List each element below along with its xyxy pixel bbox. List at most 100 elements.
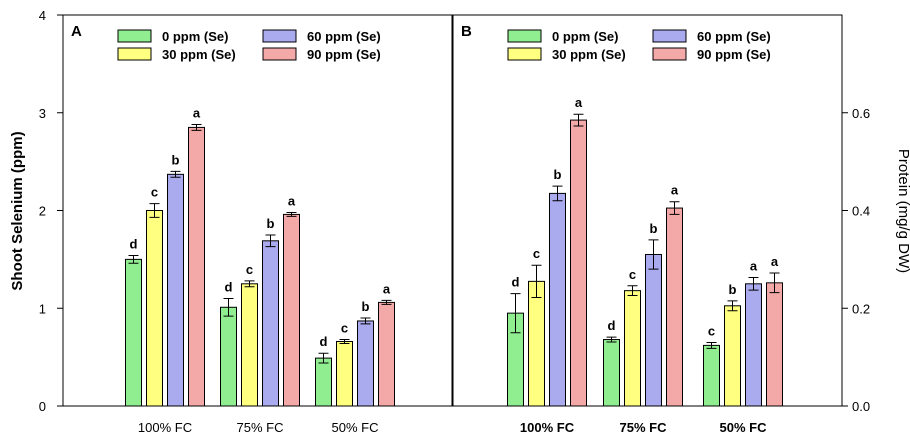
panel-b-bar xyxy=(666,207,683,407)
panel-a-bar xyxy=(220,306,237,407)
panel-a-bar xyxy=(188,126,205,407)
panel-a-bar xyxy=(315,357,332,407)
panel-a-ytick-label: 4 xyxy=(39,8,46,23)
panel-a-error-bar xyxy=(170,170,181,178)
panel-b-error-bar xyxy=(748,276,759,291)
panel-a-error-bar xyxy=(244,280,255,288)
panel-a-significance-letter: b xyxy=(362,299,370,314)
panel-a-bar xyxy=(357,320,374,407)
panel-b-ytick-label: 0.0 xyxy=(852,399,870,414)
panel-b-bar xyxy=(528,280,545,407)
panel-b-error-bar xyxy=(727,300,738,312)
panel-b-error-bar xyxy=(531,264,542,298)
panel-b-legend: 0 ppm (Se) 30 ppm (Se) 60 ppm (Se) 90 ppm (… xyxy=(507,29,771,62)
panel-a-bar xyxy=(146,210,163,407)
panel-b-legend-label: 30 ppm (Se) xyxy=(552,47,626,62)
panel-b-bar xyxy=(703,344,720,407)
panel-a-error-bar xyxy=(318,352,329,364)
panel-b-significance-letter: b xyxy=(554,167,562,182)
panel-b-letter: B xyxy=(461,23,472,40)
panel-b-legend-label: 60 ppm (Se) xyxy=(697,29,771,44)
panel-b-significance-letter: b xyxy=(729,282,737,297)
panel-b-error-bar xyxy=(573,113,584,127)
panel-a-legend-label: 90 ppm (Se) xyxy=(307,47,381,62)
panel-b-ytick-label: 0.2 xyxy=(852,301,870,316)
panel-a-significance-letter: a xyxy=(383,281,391,296)
panel-a-error-bar xyxy=(128,254,139,264)
panel-b-category-label: 75% FC xyxy=(620,420,668,434)
panel-b-legend-swatch xyxy=(652,29,687,43)
panel-a-error-bar xyxy=(149,203,160,218)
panel-b-bar xyxy=(724,305,741,407)
panel-a-error-bar xyxy=(191,123,202,131)
panel-a-ytick-label: 2 xyxy=(39,204,46,219)
panel-a-significance-letter: c xyxy=(151,185,158,200)
panel-a-error-bar xyxy=(286,211,297,217)
panel-b-significance-letter: d xyxy=(608,318,616,333)
panel-b-ytick-label: 0.4 xyxy=(852,204,870,219)
panel-b-error-bar xyxy=(648,239,659,270)
panel-b-significance-letter: a xyxy=(771,254,779,269)
panel-a-significance-letter: a xyxy=(288,193,296,208)
panel-a-ylabel: Shoot Selenium (ppm) xyxy=(9,131,26,290)
panel-a-ytick-label: 3 xyxy=(39,106,46,121)
panel-a-error-bar xyxy=(265,234,276,248)
panel-b-error-bar xyxy=(510,293,521,334)
panel-b-bar xyxy=(570,119,587,407)
panel-a-axis: 0 1 2 3 4 100% FC 75% FC 50% FC xyxy=(39,8,379,434)
panel-b-significance-letter: b xyxy=(650,221,658,236)
panel-a-letter: A xyxy=(71,23,82,40)
panel-b-significance-letter: c xyxy=(629,267,636,282)
panel-b-error-bar xyxy=(552,185,563,202)
panel-a-category-label: 75% FC xyxy=(237,420,284,434)
panel-a-bar xyxy=(125,258,142,407)
panel-a-significance-letter: d xyxy=(225,279,233,294)
panel-b-error-bar xyxy=(669,201,680,215)
panel-a-legend-label: 30 ppm (Se) xyxy=(162,47,236,62)
panel-a-legend-swatch xyxy=(262,47,297,61)
panel-b-legend-swatch xyxy=(652,47,687,61)
panel-b-legend-swatch xyxy=(507,47,542,61)
panel-a-legend-label: 60 ppm (Se) xyxy=(307,29,381,44)
panel-a-ytick-label: 1 xyxy=(39,301,46,316)
panel-a: A Shoot Selenium (ppm) 0 1 2 3 4 100% FC 75% F… xyxy=(9,8,453,434)
panel-a-error-bar xyxy=(360,317,371,325)
panel-b-bar xyxy=(624,290,641,407)
panel-a-legend: 0 ppm (Se) 30 ppm (Se) 60 ppm (Se) 90 ppm (… xyxy=(117,29,381,62)
panel-a-error-bar xyxy=(223,297,234,317)
panel-b-legend-label: 0 ppm (Se) xyxy=(552,29,618,44)
panel-b-axis: 0.0 0.2 0.4 0.6 100% FC 75% FC 50% FC xyxy=(520,106,870,434)
panel-b-bar xyxy=(745,283,762,407)
panel-b-error-bar xyxy=(627,285,638,297)
panel-a-error-bar xyxy=(381,299,392,305)
panel-b-significance-letter: a xyxy=(671,183,679,198)
panel-b-error-bar xyxy=(606,336,617,343)
panel-a-bar xyxy=(167,173,184,407)
panel-b-error-bar xyxy=(706,341,717,349)
panel-a-bar xyxy=(262,240,279,407)
panel-b-ylabel: Protein (mg/g DW) xyxy=(895,149,910,273)
panel-a-significance-letter: d xyxy=(130,236,138,251)
panel-a-bar xyxy=(336,340,353,407)
panel-b-legend-swatch xyxy=(507,29,542,43)
panel-b-ytick-label: 0.6 xyxy=(852,106,870,121)
panel-a-legend-swatch xyxy=(117,47,152,61)
panel-b-significance-letter: d xyxy=(512,275,520,290)
panel-a-legend-swatch xyxy=(262,29,297,43)
panel-b-error-bar xyxy=(769,272,780,294)
panel-a-significance-letter: b xyxy=(267,216,275,231)
panel-a-category-label: 100% FC xyxy=(138,420,192,434)
panel-a-bar xyxy=(378,301,395,407)
panel-a-error-bar xyxy=(339,339,350,344)
panel-a-legend-swatch xyxy=(117,29,152,43)
panel-b-significance-letter: a xyxy=(575,95,583,110)
panel-b-bar xyxy=(645,253,662,407)
panel-a-significance-letter: a xyxy=(193,105,201,120)
panel-b-bar xyxy=(603,339,620,407)
panel-b: B Protein (mg/g DW) 0.0 0.2 0.4 0.6 100% FC 7… xyxy=(452,14,910,434)
panel-b-significance-letter: a xyxy=(750,258,758,273)
panel-a-significance-letter: b xyxy=(172,152,180,167)
